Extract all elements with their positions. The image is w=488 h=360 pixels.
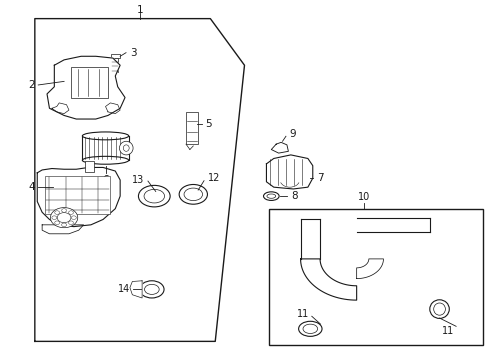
Text: 10: 10	[357, 192, 369, 202]
Polygon shape	[42, 225, 83, 234]
Text: 4: 4	[28, 182, 35, 192]
Circle shape	[55, 221, 60, 225]
Bar	[185, 112, 198, 144]
Ellipse shape	[82, 156, 128, 164]
Text: 6: 6	[102, 175, 109, 185]
Circle shape	[52, 216, 57, 220]
Text: 14: 14	[118, 284, 130, 294]
Circle shape	[57, 213, 71, 223]
Circle shape	[61, 223, 66, 226]
Bar	[111, 54, 120, 58]
Text: 11: 11	[296, 310, 308, 319]
Text: 9: 9	[289, 129, 296, 139]
Text: 12: 12	[207, 173, 220, 183]
Polygon shape	[266, 155, 312, 189]
Polygon shape	[47, 56, 125, 119]
Polygon shape	[105, 103, 120, 114]
Polygon shape	[356, 259, 383, 279]
Text: 11: 11	[441, 326, 453, 336]
Circle shape	[61, 209, 66, 212]
Text: 7: 7	[316, 173, 323, 183]
Bar	[71, 67, 108, 98]
Circle shape	[50, 208, 78, 228]
Text: 8: 8	[290, 191, 297, 201]
Circle shape	[68, 211, 73, 214]
Ellipse shape	[298, 321, 322, 336]
Polygon shape	[37, 167, 120, 226]
Bar	[44, 176, 110, 214]
Text: 5: 5	[205, 120, 212, 129]
Text: 1: 1	[136, 5, 142, 15]
Polygon shape	[52, 103, 69, 114]
Polygon shape	[130, 281, 142, 298]
Bar	[268, 209, 483, 345]
Ellipse shape	[183, 188, 202, 201]
Text: 3: 3	[130, 48, 136, 58]
Ellipse shape	[119, 141, 133, 155]
Circle shape	[55, 211, 60, 214]
Polygon shape	[271, 142, 288, 153]
Text: 2: 2	[28, 80, 35, 90]
Polygon shape	[300, 220, 320, 259]
Ellipse shape	[138, 185, 170, 207]
Bar	[112, 58, 118, 72]
Ellipse shape	[144, 189, 164, 203]
Ellipse shape	[429, 300, 448, 319]
Polygon shape	[356, 218, 429, 232]
Ellipse shape	[123, 145, 129, 151]
Ellipse shape	[303, 324, 317, 333]
Bar	[85, 161, 94, 172]
Ellipse shape	[433, 303, 445, 315]
Ellipse shape	[144, 284, 159, 294]
Ellipse shape	[82, 132, 128, 140]
Text: 13: 13	[132, 175, 144, 185]
Circle shape	[68, 221, 73, 225]
Ellipse shape	[140, 281, 163, 298]
Polygon shape	[300, 259, 356, 300]
Ellipse shape	[266, 194, 275, 198]
Circle shape	[71, 216, 76, 220]
Ellipse shape	[263, 192, 279, 201]
Ellipse shape	[179, 184, 207, 204]
